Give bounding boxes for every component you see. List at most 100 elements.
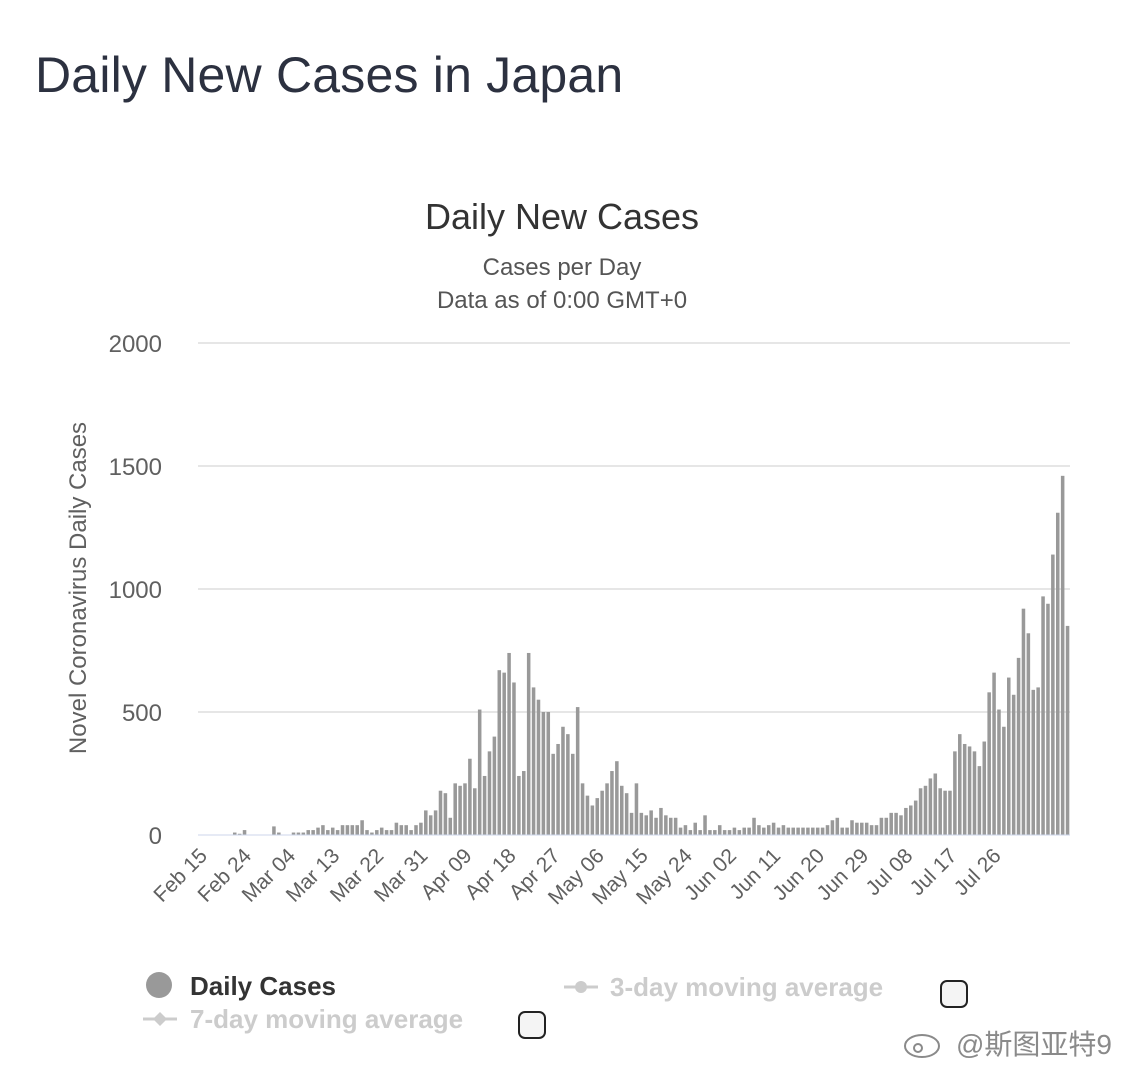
bar[interactable] — [615, 761, 619, 835]
bar[interactable] — [1002, 726, 1006, 835]
bar[interactable] — [512, 682, 516, 835]
bar[interactable] — [747, 827, 751, 835]
bar[interactable] — [624, 793, 629, 835]
bar[interactable] — [605, 783, 609, 835]
bar[interactable] — [874, 825, 879, 835]
bar[interactable] — [664, 815, 668, 835]
bar[interactable] — [742, 827, 746, 835]
bar[interactable] — [918, 788, 923, 835]
bar[interactable] — [668, 817, 673, 835]
bar[interactable] — [629, 812, 634, 835]
legend-checkbox-3day[interactable] — [940, 980, 968, 1008]
bar[interactable] — [909, 805, 913, 835]
bar[interactable] — [1031, 689, 1036, 835]
bar[interactable] — [468, 758, 472, 835]
bar[interactable] — [864, 822, 869, 835]
bar[interactable] — [487, 751, 492, 835]
bar[interactable] — [806, 827, 810, 835]
bar[interactable] — [894, 812, 898, 835]
bar[interactable] — [502, 672, 506, 835]
legend-item-3day-average[interactable]: 3-day moving average — [564, 972, 883, 1002]
bar[interactable] — [1011, 694, 1016, 835]
bar[interactable] — [771, 822, 776, 835]
bar[interactable] — [448, 817, 453, 835]
bar[interactable] — [766, 825, 771, 835]
bar[interactable] — [678, 827, 683, 835]
bar[interactable] — [389, 830, 394, 835]
bar[interactable] — [869, 825, 874, 835]
bar[interactable] — [394, 822, 399, 835]
bar[interactable] — [546, 712, 551, 835]
bar[interactable] — [953, 751, 957, 835]
bar[interactable] — [482, 775, 487, 835]
bar[interactable] — [972, 751, 977, 835]
bar[interactable] — [566, 734, 570, 835]
bar[interactable] — [923, 785, 928, 835]
bar[interactable] — [1036, 687, 1040, 835]
bar[interactable] — [791, 827, 795, 835]
bar[interactable] — [727, 830, 732, 835]
bar[interactable] — [717, 825, 722, 835]
bar[interactable] — [698, 830, 702, 835]
bar[interactable] — [825, 825, 830, 835]
bar[interactable] — [375, 830, 379, 835]
bar[interactable] — [943, 790, 947, 835]
bar[interactable] — [517, 775, 521, 835]
bar[interactable] — [703, 815, 707, 835]
bar[interactable] — [291, 832, 296, 835]
bar[interactable] — [277, 832, 281, 835]
bar[interactable] — [326, 830, 330, 835]
bar[interactable] — [830, 820, 835, 835]
bar[interactable] — [507, 652, 511, 835]
bar[interactable] — [820, 827, 825, 835]
bar[interactable] — [585, 795, 590, 835]
bar[interactable] — [311, 830, 315, 835]
bar[interactable] — [409, 830, 413, 835]
bar[interactable] — [928, 778, 933, 835]
bar[interactable] — [776, 827, 781, 835]
bar[interactable] — [458, 785, 462, 835]
bar[interactable] — [967, 746, 972, 835]
bar[interactable] — [473, 788, 477, 835]
bar[interactable] — [659, 807, 663, 835]
bar[interactable] — [781, 825, 786, 835]
bar[interactable] — [571, 753, 575, 835]
bar[interactable] — [757, 825, 761, 835]
bar[interactable] — [561, 726, 565, 835]
bar[interactable] — [306, 830, 310, 835]
bar[interactable] — [399, 825, 404, 835]
bar[interactable] — [639, 812, 644, 835]
bar[interactable] — [796, 827, 800, 835]
legend-checkbox-7day[interactable] — [518, 1011, 546, 1039]
bar[interactable] — [860, 822, 864, 835]
bar[interactable] — [987, 692, 991, 835]
bar[interactable] — [477, 709, 482, 835]
bar[interactable] — [556, 743, 560, 835]
bar[interactable] — [595, 798, 600, 835]
bar[interactable] — [673, 817, 678, 835]
bar[interactable] — [497, 670, 502, 835]
bar[interactable] — [786, 827, 791, 835]
bar[interactable] — [321, 825, 325, 835]
bar[interactable] — [1065, 625, 1070, 835]
bar[interactable] — [1046, 603, 1050, 835]
bar[interactable] — [1021, 608, 1026, 835]
bar[interactable] — [1016, 657, 1021, 835]
bar[interactable] — [688, 830, 693, 835]
bar[interactable] — [732, 827, 737, 835]
bar[interactable] — [962, 743, 967, 835]
bar[interactable] — [316, 827, 320, 835]
bar[interactable] — [649, 810, 653, 835]
bar[interactable] — [850, 820, 854, 835]
bar[interactable] — [762, 827, 766, 835]
bar[interactable] — [345, 825, 350, 835]
bar[interactable] — [453, 783, 457, 835]
bar[interactable] — [889, 812, 893, 835]
bar[interactable] — [938, 788, 942, 835]
legend-item-daily-cases[interactable]: Daily Cases — [146, 971, 336, 1001]
bar[interactable] — [296, 832, 301, 835]
bar[interactable] — [1026, 633, 1031, 835]
bar[interactable] — [683, 825, 688, 835]
bar[interactable] — [242, 830, 247, 835]
bar[interactable] — [644, 815, 649, 835]
